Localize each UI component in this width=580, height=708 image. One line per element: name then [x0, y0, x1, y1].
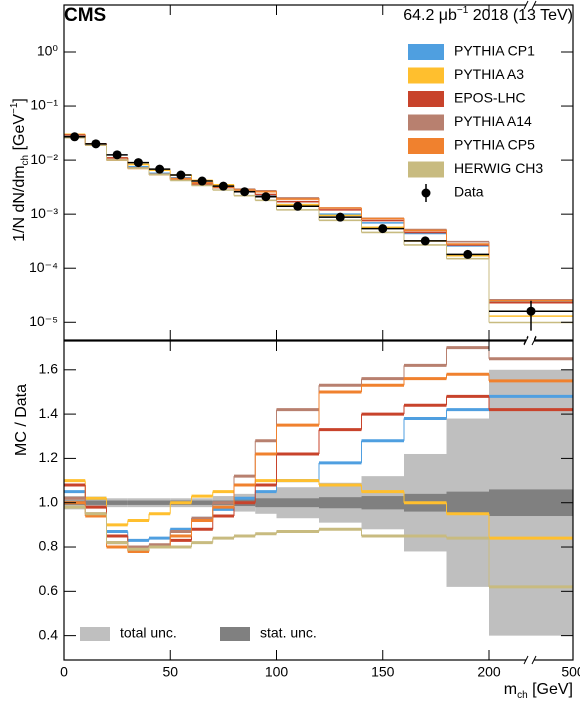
uncertainty-band	[489, 489, 573, 517]
axis-break-slash	[523, 336, 529, 346]
label-part: [GeV	[11, 114, 28, 155]
uncertainty-band	[255, 498, 277, 508]
points-layer	[64, 132, 573, 331]
lumi-part: 64.2 μb	[403, 7, 457, 24]
label-sub: ch	[517, 690, 528, 701]
y-axis-label: 1/N dN/dmch [GeV−1]	[9, 98, 31, 242]
y-tick-label: 10⁻⁵	[29, 313, 58, 329]
data-point	[218, 181, 228, 191]
frame-layer	[63, 0, 574, 665]
legend-label: PYTHIA CP1	[454, 43, 535, 59]
legend-swatch	[408, 138, 444, 154]
uncertainty-band	[446, 491, 489, 514]
axis-break-slash	[523, 0, 529, 10]
x-tick-label: 100	[265, 664, 289, 680]
data-point	[91, 139, 101, 149]
legend-label: EPOS-LHC	[454, 90, 526, 106]
legend-marker	[421, 188, 431, 198]
label-part: ]	[11, 98, 28, 102]
y-tick-label: 10⁰	[37, 43, 59, 59]
uncertainty-band	[276, 498, 319, 508]
data-point	[176, 170, 186, 180]
ratio-axis-label: MC / Data	[13, 384, 30, 456]
y-tick-label: 1.4	[39, 405, 59, 421]
label-sup: −1	[9, 102, 20, 114]
uncertainty-band	[106, 500, 128, 505]
plot-frame	[63, 340, 574, 661]
axis-break-slash	[531, 336, 537, 346]
uncertainty-band	[149, 500, 171, 505]
data-point	[335, 212, 345, 222]
uncertainty-band	[361, 496, 404, 510]
y-tick-label: 0.6	[39, 582, 59, 598]
legend-swatch	[220, 627, 250, 641]
axis-break-slash	[531, 655, 537, 665]
x-tick-label: 50	[162, 664, 178, 680]
y-tick-label: 1.6	[39, 361, 59, 377]
lumi-part: 2018 (13 TeV)	[468, 7, 573, 24]
legend-label: Data	[454, 184, 484, 200]
axis-break	[526, 338, 534, 344]
y-tick-label: 10⁻³	[30, 205, 58, 221]
legend-label: HERWIG CH3	[454, 160, 543, 176]
data-point	[240, 187, 250, 197]
y-tick-label: 0.8	[39, 538, 59, 554]
legend-label: PYTHIA A14	[454, 113, 532, 129]
x-tick-label: 200	[477, 664, 501, 680]
experiment-label: CMS	[64, 5, 106, 26]
uncertainty-band	[191, 500, 213, 505]
data-point	[261, 192, 271, 202]
x-axis-label: mch [GeV]	[504, 681, 573, 701]
y-tick-label: 1.0	[39, 493, 59, 509]
x-tick-label: 500	[561, 664, 580, 680]
data-point	[112, 150, 122, 160]
y-tick-label: 10⁻²	[30, 151, 58, 167]
y-tick-label: 1.2	[39, 449, 59, 465]
data-point	[420, 236, 430, 246]
data-point	[70, 132, 80, 142]
axis-break-slash	[523, 655, 529, 665]
data-point	[197, 176, 207, 186]
uncertainty-band	[85, 500, 107, 505]
legend-swatch	[408, 114, 444, 131]
lines-layer	[64, 133, 573, 589]
axis-break	[526, 2, 534, 8]
y-tick-label: 10⁻¹	[30, 97, 58, 113]
data-point	[293, 201, 303, 211]
uncertainty-band	[319, 497, 362, 509]
x-tick-label: 0	[60, 664, 68, 680]
axis-break-slash	[531, 0, 537, 10]
legend-swatch	[408, 91, 444, 107]
legend-swatch	[408, 161, 444, 178]
data-point	[463, 249, 473, 259]
legend-label: PYTHIA CP5	[454, 137, 535, 153]
legend-label: total unc.	[120, 625, 177, 641]
legend-swatch	[408, 67, 444, 84]
x-tick-label: 150	[371, 664, 395, 680]
axis-break	[526, 657, 534, 663]
y-tick-label: 10⁻⁴	[29, 259, 58, 275]
data-point	[378, 224, 388, 234]
label-sub: ch	[20, 155, 31, 166]
plot-frame	[63, 4, 574, 341]
data-point	[133, 158, 143, 168]
y-tick-label: 0.4	[39, 626, 59, 642]
lumi-exp: −1	[457, 5, 469, 16]
label-part: [GeV]	[528, 681, 573, 698]
legend-label: stat. unc.	[260, 625, 317, 641]
label-part: 1/N dN/dm	[11, 165, 28, 241]
luminosity-label: 64.2 μb−1 2018 (13 TeV)	[403, 5, 573, 24]
legend-label: PYTHIA A3	[454, 66, 524, 82]
legend-swatch	[408, 44, 444, 60]
data-point	[526, 306, 536, 316]
uncertainty-band	[127, 500, 149, 505]
label-part: m	[504, 681, 517, 698]
legend-swatch	[80, 627, 110, 641]
data-point	[155, 164, 165, 174]
